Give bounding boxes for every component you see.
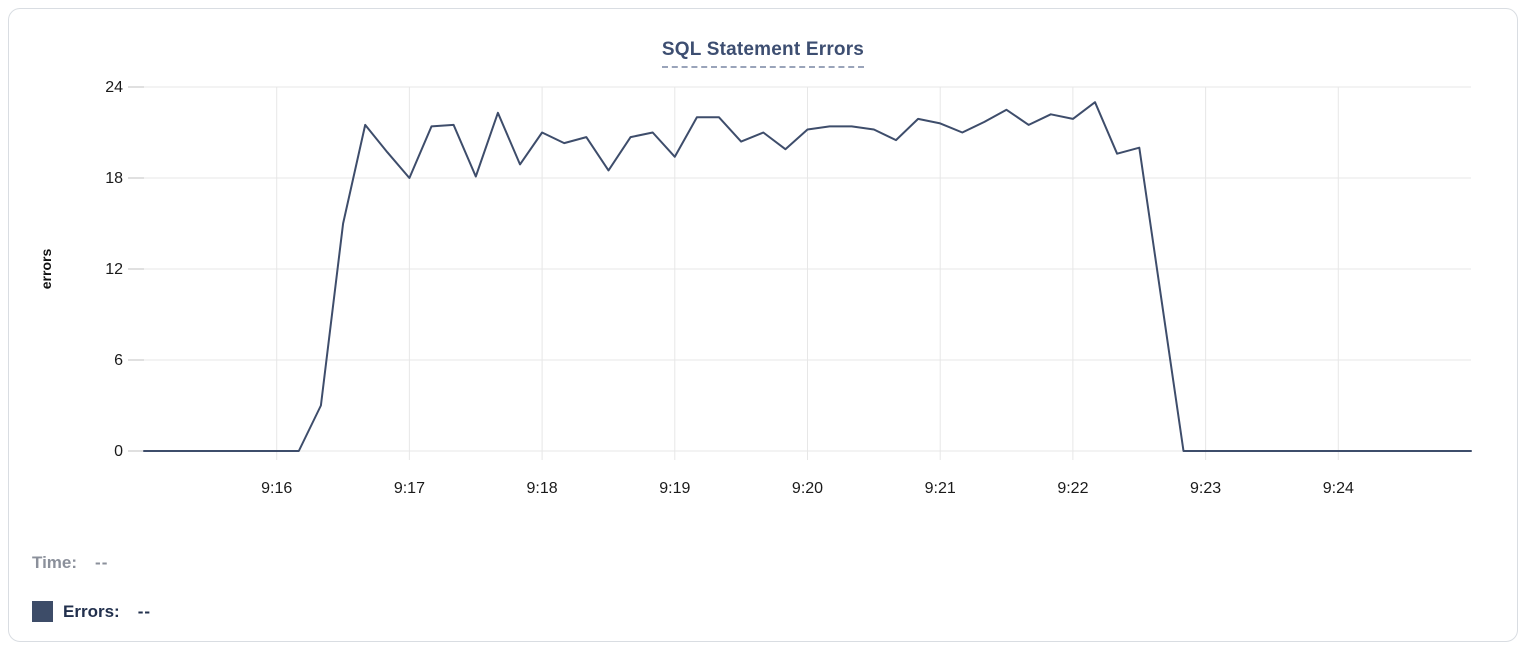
x-tick-label: 9:24 <box>1323 480 1354 497</box>
x-tick-label: 9:17 <box>394 480 425 497</box>
x-tick-label: 9:21 <box>925 480 956 497</box>
tooltip-time-row: Time: -- <box>32 553 108 573</box>
errors-swatch-icon <box>32 601 53 622</box>
x-tick-label: 9:22 <box>1057 480 1088 497</box>
tooltip-errors-value: -- <box>137 601 152 621</box>
y-axis-title: errors <box>38 249 54 290</box>
y-tick-label: 24 <box>105 79 123 96</box>
tooltip-time-value: -- <box>95 553 109 572</box>
tooltip-time-label: Time: <box>32 553 78 572</box>
chart-card: SQL Statement Errors 0 6 12 18 24 9:16 9:17 9:1… <box>8 8 1518 642</box>
y-tick-label: 6 <box>114 352 123 369</box>
x-tick-label: 9:16 <box>261 480 292 497</box>
errors-series-line <box>143 101 1472 452</box>
y-tick-label: 12 <box>105 261 123 278</box>
chart-svg[interactable]: 0 6 12 18 24 9:16 9:17 9:18 9:19 9:20 9:21 9:22 9:23… <box>9 9 1521 521</box>
tooltip-errors-label: Errors: <box>63 601 120 621</box>
chart-header: SQL Statement Errors <box>9 39 1517 68</box>
x-tick-label: 9:19 <box>659 480 690 497</box>
x-tick-label: 9:18 <box>527 480 558 497</box>
x-tick-label: 9:20 <box>792 480 823 497</box>
y-tick-label: 18 <box>105 170 123 187</box>
x-tick-label: 9:23 <box>1190 480 1221 497</box>
chart-title[interactable]: SQL Statement Errors <box>661 39 865 68</box>
tooltip-errors-row: Errors: -- <box>32 601 151 622</box>
y-tick-label: 0 <box>114 443 123 460</box>
